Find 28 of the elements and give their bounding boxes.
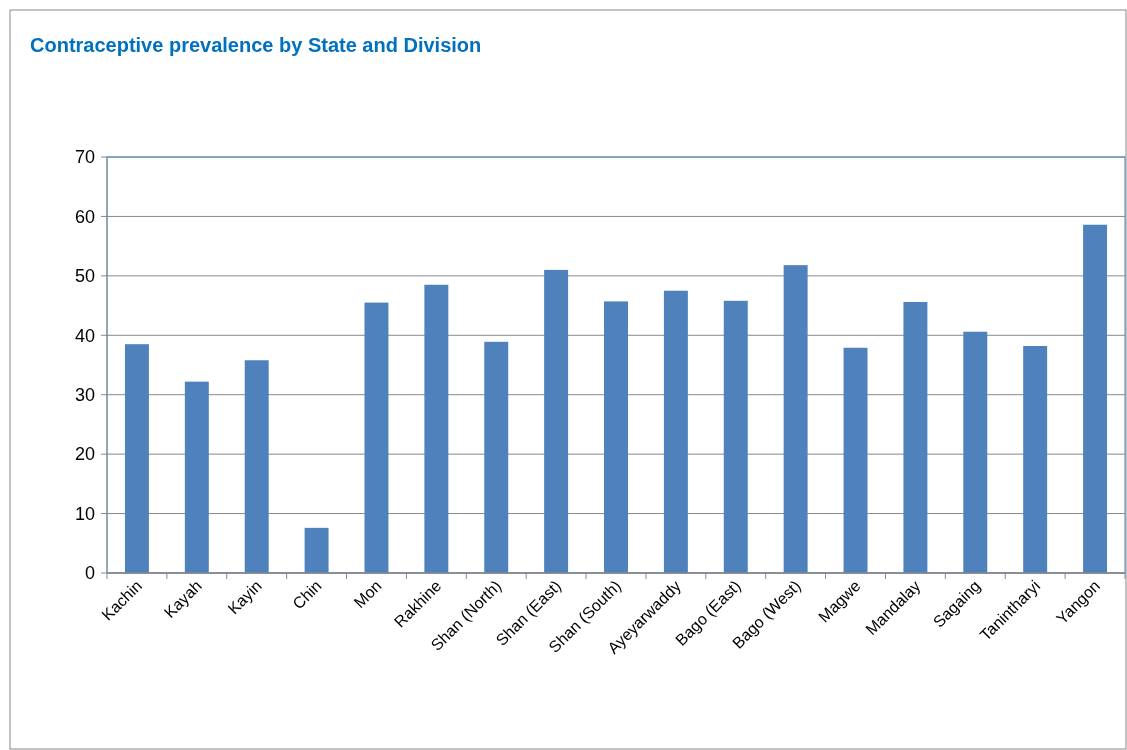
bar [124,344,149,573]
bar [604,301,628,573]
y-tick-label: 60 [74,206,95,227]
y-tick-label: 50 [74,266,95,287]
chart-title: Contraceptive prevalence by State and Division [30,34,482,56]
bar [903,302,928,573]
bar [963,331,988,573]
bar [843,347,868,573]
bar [1023,345,1048,573]
y-tick-label: 20 [74,444,95,465]
bar [723,300,748,573]
x-tick-label: Chin [289,577,325,613]
bar [364,302,389,573]
y-tick-label: 30 [74,385,95,406]
y-tick-label: 70 [74,147,95,168]
y-tick-label: 40 [74,325,95,346]
x-tick-label: Mon [350,577,385,612]
bar [783,265,808,573]
y-tick-label: 0 [84,563,95,584]
bar [663,290,688,573]
bar [304,527,329,573]
bar [1083,224,1108,573]
bar [244,360,269,573]
bar [184,381,209,573]
bar [424,284,449,573]
y-tick-label: 10 [74,503,95,524]
bar [484,341,509,573]
bar [544,269,569,573]
